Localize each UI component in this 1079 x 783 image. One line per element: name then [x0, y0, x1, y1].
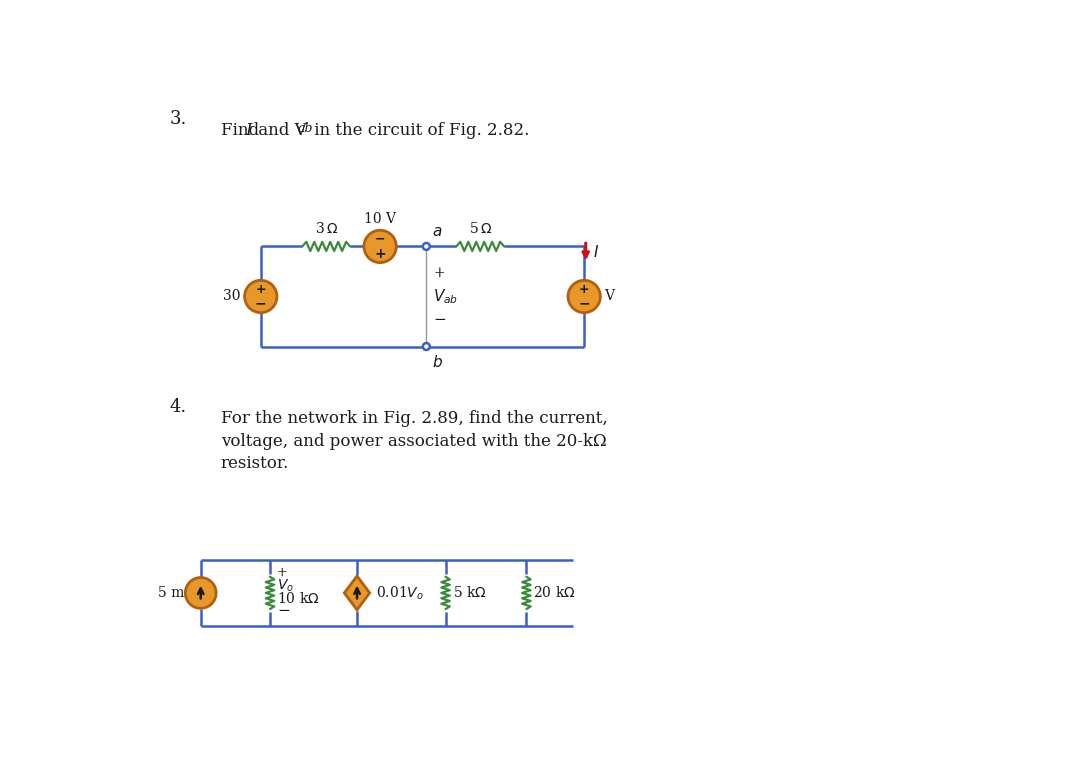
Text: $I$: $I$	[593, 244, 600, 260]
Text: +: +	[578, 283, 589, 296]
Text: 0.01$V_o$: 0.01$V_o$	[375, 584, 423, 601]
Circle shape	[364, 230, 396, 262]
Text: 8 V: 8 V	[592, 290, 615, 304]
Text: 10 k$\Omega$: 10 k$\Omega$	[277, 591, 319, 606]
Text: Find: Find	[221, 121, 264, 139]
Circle shape	[245, 280, 277, 312]
Text: +: +	[434, 266, 445, 280]
Text: −: −	[434, 312, 446, 327]
Text: $a$: $a$	[432, 226, 442, 240]
Text: −: −	[277, 604, 289, 619]
Text: 3$\,\Omega$: 3$\,\Omega$	[315, 222, 338, 236]
Text: −: −	[578, 297, 590, 311]
Text: −: −	[374, 233, 385, 246]
Text: $V_o$: $V_o$	[277, 578, 293, 594]
Text: $V_{ab}$: $V_{ab}$	[434, 287, 459, 306]
Text: voltage, and power associated with the 20-kΩ: voltage, and power associated with the 2…	[221, 433, 606, 449]
Text: I: I	[245, 121, 252, 139]
Circle shape	[423, 343, 429, 350]
Circle shape	[423, 243, 429, 250]
Text: 5$\,\Omega$: 5$\,\Omega$	[468, 222, 492, 236]
Text: +: +	[256, 283, 267, 296]
Text: in the circuit of Fig. 2.82.: in the circuit of Fig. 2.82.	[310, 121, 530, 139]
Text: 5 k$\Omega$: 5 k$\Omega$	[452, 586, 487, 601]
Text: For the network in Fig. 2.89, find the current,: For the network in Fig. 2.89, find the c…	[221, 410, 607, 428]
Text: $b$: $b$	[432, 354, 442, 370]
Text: 10 V: 10 V	[364, 211, 396, 226]
Text: 20 k$\Omega$: 20 k$\Omega$	[533, 586, 576, 601]
Text: 3.: 3.	[169, 110, 188, 128]
Text: −: −	[255, 297, 267, 311]
Text: +: +	[277, 566, 288, 579]
Text: 4.: 4.	[169, 398, 187, 416]
Text: and V: and V	[254, 121, 306, 139]
Circle shape	[186, 578, 216, 608]
Polygon shape	[344, 576, 370, 610]
Text: 30 V: 30 V	[222, 290, 255, 304]
Text: +: +	[374, 247, 386, 261]
Text: 5 mA: 5 mA	[159, 586, 194, 600]
Circle shape	[568, 280, 600, 312]
Text: ab: ab	[298, 121, 313, 135]
Text: resistor.: resistor.	[221, 455, 289, 472]
